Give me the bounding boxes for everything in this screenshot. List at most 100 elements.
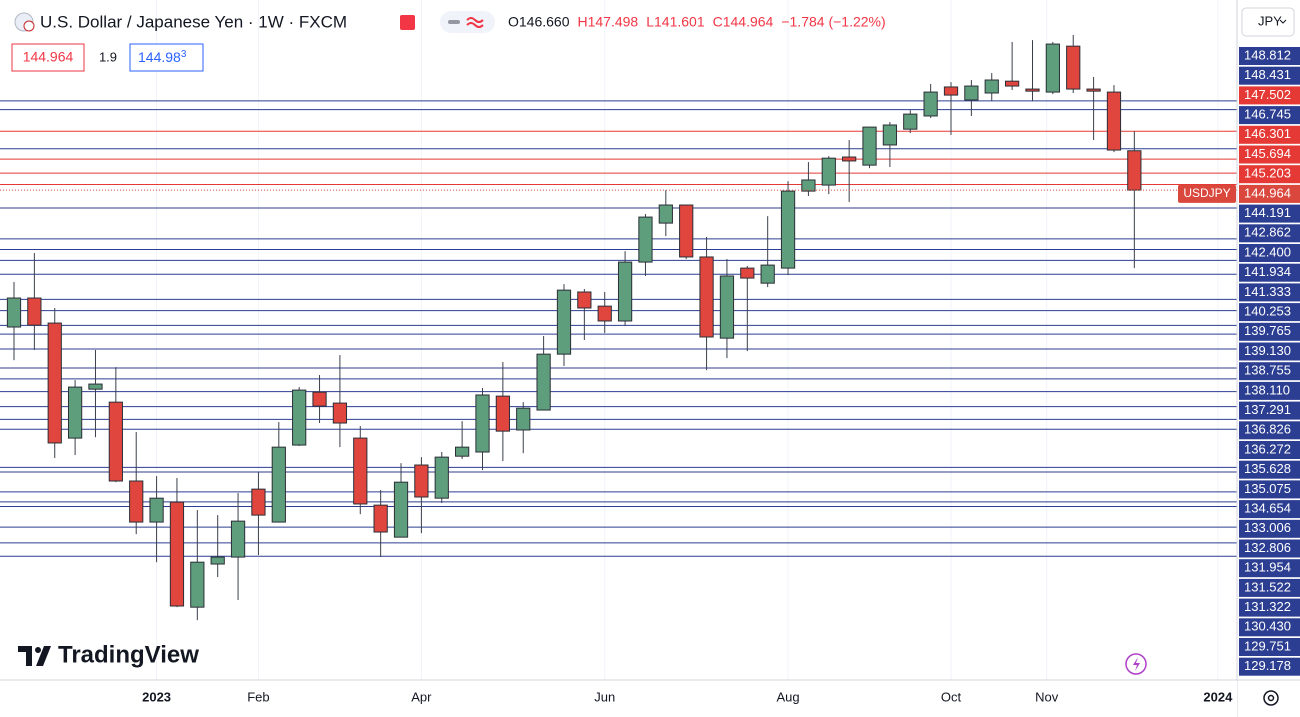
candle-body (597, 305, 612, 322)
level-label: 142.862 (1244, 225, 1291, 240)
buy-box[interactable] (129, 43, 204, 72)
level-label-bg (1239, 263, 1300, 282)
logo-mark (35, 647, 41, 653)
ohlc-value: L141.601 (646, 14, 705, 30)
gear-icon (1267, 694, 1275, 702)
header: U.S. Dollar / Japanese Yen · 1W · FXCM O… (11, 11, 886, 72)
level-label: 133.006 (1244, 520, 1291, 535)
candle-body (1025, 88, 1040, 92)
level-label: 144.191 (1244, 205, 1291, 220)
level-label: 145.694 (1244, 146, 1291, 161)
symbol-tag-text: USDJPY (1183, 186, 1230, 200)
time-axis[interactable] (0, 680, 1237, 717)
level-label-bg (1239, 165, 1300, 184)
level-label-bg (1239, 539, 1300, 558)
last-price-bg (1239, 184, 1300, 203)
candle-body (1004, 80, 1020, 87)
currency-button[interactable] (1241, 7, 1295, 37)
pill-icon (448, 20, 460, 24)
level-label-bg (1239, 578, 1300, 597)
level-label: 145.203 (1244, 166, 1291, 181)
level-label: 139.765 (1244, 323, 1291, 338)
candle-body (780, 190, 796, 269)
x-tick-label: 2024 (1203, 689, 1233, 704)
level-label-bg (1239, 283, 1300, 302)
candle-body (332, 402, 348, 424)
level-label-bg (1239, 598, 1300, 617)
candle-body (475, 394, 490, 453)
level-label-bg (1239, 460, 1300, 479)
level-label: 132.806 (1244, 540, 1291, 555)
logo: TradingView (18, 641, 199, 668)
candle-body (373, 504, 388, 533)
level-label-bg (1239, 145, 1300, 164)
x-tick-label: Oct (941, 689, 962, 704)
x-tick-label: 2023 (142, 689, 171, 704)
level-label: 129.751 (1244, 638, 1291, 653)
candle-body (190, 561, 205, 608)
level-label-bg (1239, 204, 1300, 223)
candle-body (943, 86, 959, 96)
level-label: 140.253 (1244, 304, 1291, 319)
gear-icon (1263, 690, 1279, 706)
ohlc-value: −1.784 (−1.22%) (781, 14, 885, 30)
candle-body (1045, 43, 1060, 93)
candle-body (393, 481, 409, 538)
symbol-tag (1178, 184, 1236, 203)
candle-body (760, 264, 775, 284)
candle-body (353, 437, 368, 505)
symbol-title[interactable]: U.S. Dollar / Japanese Yen · 1W · FXCM (40, 12, 347, 31)
alert-icon (1133, 657, 1140, 671)
candle-body (923, 91, 938, 117)
level-label-bg (1239, 244, 1300, 262)
level-label: 137.291 (1244, 402, 1291, 417)
candle-body (230, 520, 246, 558)
level-label: 148.431 (1244, 67, 1291, 82)
candle-body (577, 291, 592, 309)
level-label: 142.400 (1244, 244, 1291, 259)
candle-body (495, 395, 510, 432)
level-label: 135.075 (1244, 481, 1291, 496)
sell-box[interactable] (11, 43, 85, 72)
level-label: 146.301 (1244, 126, 1291, 141)
candle-body (638, 216, 653, 263)
flag-icon[interactable] (400, 15, 415, 30)
level-label: 134.654 (1244, 501, 1291, 516)
spread: 1.9 (99, 49, 117, 64)
candle-body (149, 497, 164, 523)
candle-body (6, 297, 22, 328)
logo-mark (18, 646, 51, 666)
level-label-bg (1239, 362, 1300, 381)
time-labels: 2023 Feb Apr Jun Aug Oct Nov 2024 (142, 689, 1233, 704)
candle-body (1127, 150, 1142, 191)
pill-icon (466, 17, 484, 28)
dropdown-icon (1279, 19, 1287, 24)
x-tick-label: Feb (247, 689, 269, 704)
candle-body (617, 261, 633, 322)
candle-body (1106, 91, 1122, 151)
currency: JPY (1258, 13, 1282, 28)
level-label: 141.333 (1244, 284, 1291, 299)
buy-price-main: 144.98 (138, 49, 181, 65)
candle-body (862, 126, 877, 166)
candle-body (964, 85, 979, 101)
candle-body (312, 391, 327, 407)
candle-body (658, 204, 673, 224)
candle-body (1066, 45, 1081, 90)
level-label: 130.430 (1244, 619, 1291, 634)
buy-price: 144.983 (138, 49, 187, 65)
candle-body (516, 407, 531, 431)
level-label-bg (1239, 657, 1300, 676)
x-tick-label: Jun (594, 689, 615, 704)
level-label-bg (1239, 480, 1300, 499)
candle-body (271, 446, 286, 523)
level-label-bg (1239, 47, 1300, 65)
level-label: 148.812 (1244, 47, 1291, 62)
settings-button[interactable] (1263, 690, 1279, 706)
symbol-icon (23, 20, 35, 32)
ohlc-value: C144.964 (713, 14, 774, 30)
x-tick-label: Nov (1035, 689, 1059, 704)
candle-body (801, 179, 816, 192)
sell-price: 144.964 (23, 49, 74, 65)
